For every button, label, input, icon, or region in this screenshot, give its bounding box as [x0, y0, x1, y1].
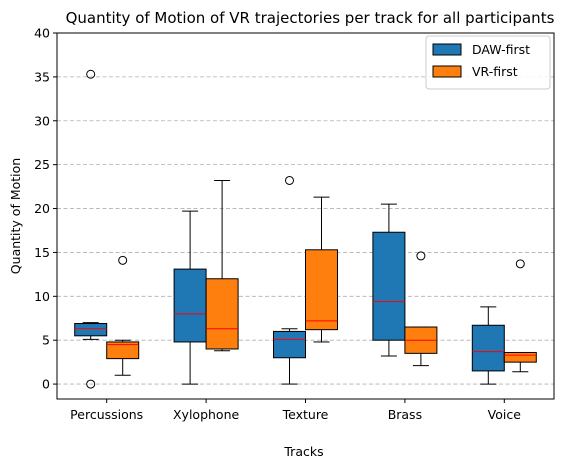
box-vr-first-voice	[504, 260, 536, 372]
legend-swatch-vr-first	[433, 66, 461, 77]
x-tick-label-texture: Texture	[282, 407, 329, 422]
legend-swatch-daw-first	[433, 44, 461, 55]
box-iqr	[373, 232, 405, 340]
y-tick-label-40: 40	[34, 26, 50, 41]
y-tick-label-20: 20	[34, 201, 50, 216]
x-axis-label: Tracks	[283, 444, 323, 459]
y-tick-label-15: 15	[34, 245, 50, 260]
chart-title: Quantity of Motion of VR trajectories pe…	[66, 9, 555, 27]
y-tick-label-30: 30	[34, 113, 50, 128]
box-daw-first-voice	[472, 307, 504, 384]
x-tick-label-voice: Voice	[488, 407, 522, 422]
outlier-point	[516, 260, 524, 268]
outlier-point	[286, 176, 294, 184]
box-iqr	[174, 269, 206, 342]
box-vr-first-texture	[306, 197, 338, 342]
y-tick-label-0: 0	[42, 377, 50, 392]
outlier-point	[119, 256, 127, 264]
box-vr-first-xylophone	[206, 180, 238, 350]
box-iqr	[75, 324, 107, 336]
legend-label-daw-first: DAW-first	[472, 42, 530, 57]
y-tick-label-35: 35	[34, 69, 50, 84]
outlier-point	[417, 252, 425, 260]
box-vr-first-brass	[405, 252, 437, 366]
legend: DAW-first VR-first	[426, 36, 550, 89]
x-tick-label-xylophone: Xylophone	[173, 407, 240, 422]
y-tick-label-10: 10	[34, 289, 50, 304]
box-daw-first-brass	[373, 204, 405, 356]
box-iqr	[206, 279, 238, 349]
y-axis-label: Quantity of Motion	[8, 158, 23, 274]
y-tick-label-5: 5	[42, 333, 50, 348]
x-axis-ticks: Percussions Xylophone Texture Brass Voice	[70, 399, 521, 422]
y-axis-ticks: 0 5 10 15 20 25 30 35 40	[34, 26, 57, 392]
box-iqr	[472, 325, 504, 371]
box-vr-first-percussions	[107, 256, 139, 375]
legend-label-vr-first: VR-first	[472, 64, 518, 79]
box-daw-first-xylophone	[174, 211, 206, 384]
box-iqr	[306, 250, 338, 330]
x-tick-label-brass: Brass	[388, 407, 422, 422]
box-iqr	[274, 331, 306, 357]
x-tick-label-percussions: Percussions	[70, 407, 143, 422]
y-tick-label-25: 25	[34, 157, 50, 172]
box-daw-first-texture	[274, 176, 306, 384]
box-iqr	[504, 352, 536, 362]
